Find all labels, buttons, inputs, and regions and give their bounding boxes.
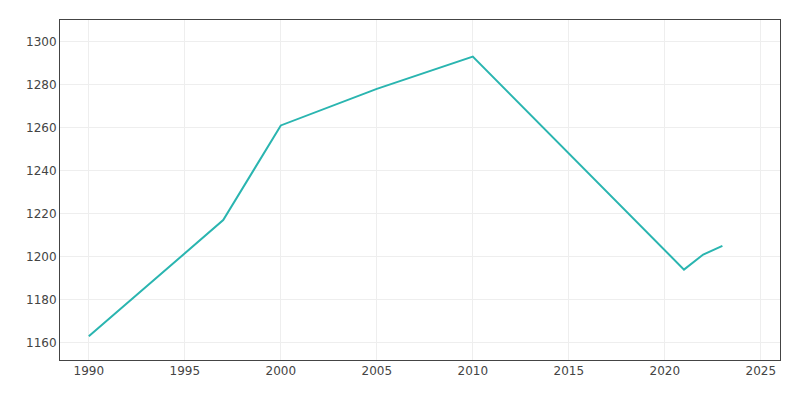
svg-text:1180: 1180 [26, 293, 57, 307]
svg-text:1200: 1200 [26, 250, 57, 264]
svg-text:1995: 1995 [170, 364, 201, 378]
svg-text:2000: 2000 [266, 364, 297, 378]
svg-text:2005: 2005 [362, 364, 393, 378]
svg-text:1160: 1160 [26, 336, 57, 350]
svg-text:2015: 2015 [554, 364, 585, 378]
svg-text:1280: 1280 [26, 78, 57, 92]
svg-text:2010: 2010 [458, 364, 489, 378]
svg-text:1220: 1220 [26, 207, 57, 221]
svg-text:2025: 2025 [746, 364, 777, 378]
svg-text:1300: 1300 [26, 35, 57, 49]
svg-text:1260: 1260 [26, 121, 57, 135]
svg-text:2020: 2020 [650, 364, 681, 378]
svg-text:1240: 1240 [26, 164, 57, 178]
svg-text:1990: 1990 [74, 364, 105, 378]
